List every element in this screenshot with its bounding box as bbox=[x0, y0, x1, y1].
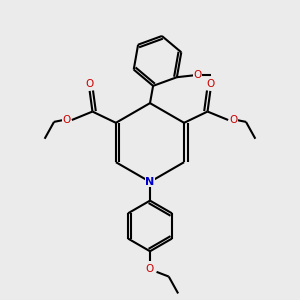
Text: O: O bbox=[146, 264, 154, 274]
Text: O: O bbox=[62, 115, 70, 125]
Text: O: O bbox=[230, 115, 238, 125]
Text: O: O bbox=[85, 80, 94, 89]
Text: O: O bbox=[206, 80, 214, 89]
Text: O: O bbox=[194, 70, 202, 80]
Text: N: N bbox=[146, 177, 154, 187]
